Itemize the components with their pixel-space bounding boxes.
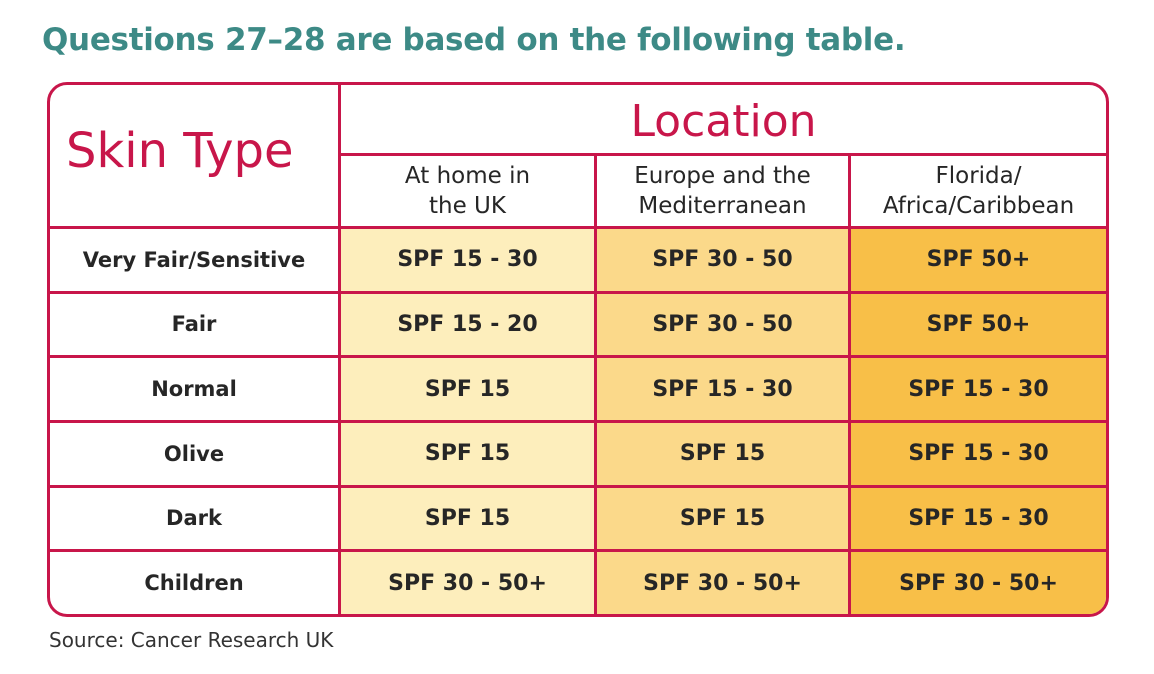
column-header-florida: Florida/Africa/Caribbean — [848, 153, 1106, 226]
table-cell: SPF 15 - 30 — [848, 355, 1106, 420]
table-cell: SPF 50+ — [848, 226, 1106, 291]
table-cell: SPF 30 - 50+ — [848, 549, 1106, 614]
table-cell: SPF 15 - 30 — [848, 419, 1106, 485]
column-header-line: Mediterranean — [638, 193, 807, 219]
column-header-line: Europe and the — [634, 163, 811, 189]
table-cell: SPF 30 - 50+ — [594, 549, 848, 614]
column-header-uk: At home in the UK — [338, 153, 594, 226]
row-label-dark: Dark — [50, 484, 338, 550]
table-cell: SPF 30 - 50 — [594, 290, 848, 356]
table-cell: SPF 15 - 20 — [338, 290, 594, 356]
table-cell: SPF 30 - 50 — [594, 226, 848, 291]
spf-table-grid: Skin Type Location At home in the UK Euro… — [50, 85, 1106, 614]
column-header-line: the UK — [429, 193, 506, 219]
table-cell: SPF 15 — [338, 419, 594, 485]
question-heading: Questions 27–28 are based on the followi… — [42, 22, 906, 58]
row-label-very-fair: Very Fair/Sensitive — [50, 226, 338, 291]
table-cell: SPF 50+ — [848, 290, 1106, 356]
source-note: Source: Cancer Research UK — [49, 628, 334, 652]
row-label-olive: Olive — [50, 419, 338, 485]
column-header-line: Africa/Caribbean — [882, 193, 1075, 219]
table-cell: SPF 15 - 30 — [338, 226, 594, 291]
skin-type-header: Skin Type — [66, 122, 294, 179]
row-label-children: Children — [50, 549, 338, 614]
location-header: Location — [338, 85, 1106, 153]
column-header-line: Florida/ — [935, 163, 1022, 189]
column-header-line: At home in — [404, 163, 531, 189]
table-cell: SPF 15 — [338, 355, 594, 420]
table-cell: SPF 15 — [594, 484, 848, 550]
table-cell: SPF 15 — [594, 419, 848, 485]
table-cell: SPF 15 - 30 — [594, 355, 848, 420]
spf-table: Skin Type Location At home in the UK Euro… — [47, 82, 1109, 617]
row-label-normal: Normal — [50, 355, 338, 420]
table-cell: SPF 30 - 50+ — [338, 549, 594, 614]
column-header-europe: Europe and the Mediterranean — [594, 153, 848, 226]
row-label-fair: Fair — [50, 290, 338, 356]
table-cell: SPF 15 - 30 — [848, 484, 1106, 550]
table-cell: SPF 15 — [338, 484, 594, 550]
